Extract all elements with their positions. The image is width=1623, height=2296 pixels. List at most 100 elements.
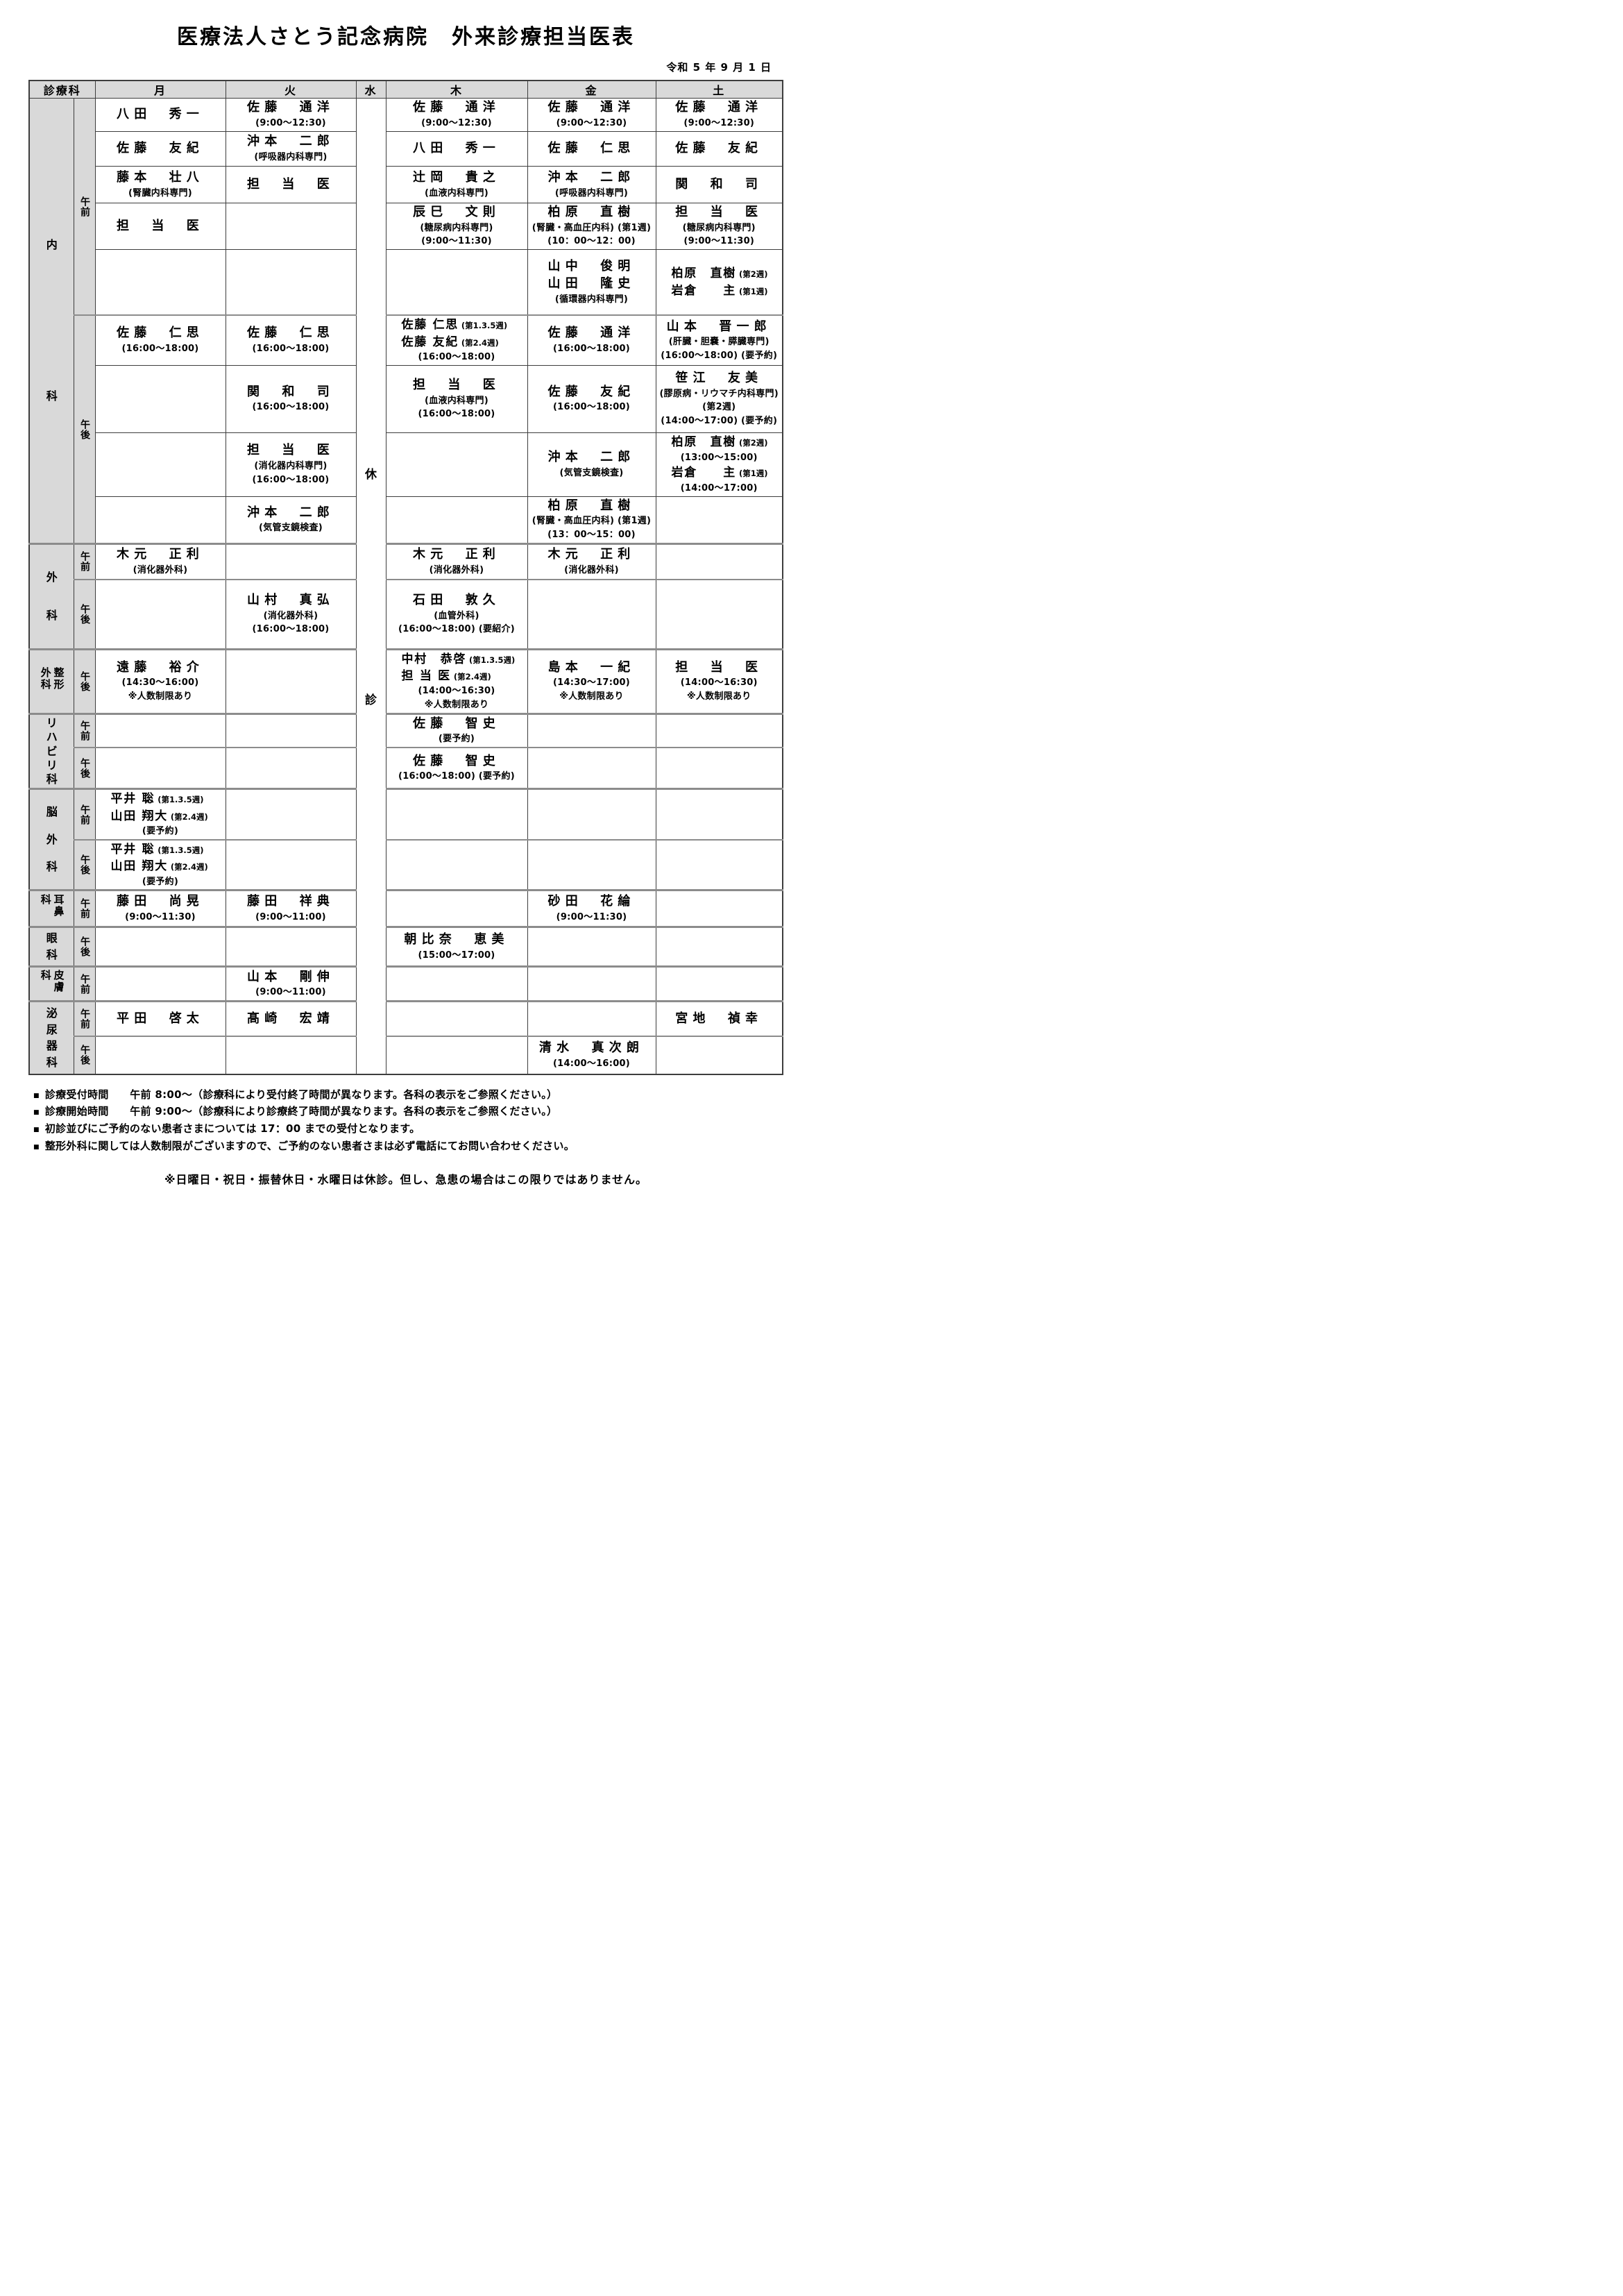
doctor-name: 八田 秀一	[117, 107, 204, 122]
schedule-cell: 沖本 二郎 (呼吸器内科専門)	[225, 131, 357, 167]
doctor-name: 佐藤 通洋	[547, 100, 636, 115]
doctor-line: 笹江 友美	[675, 371, 763, 386]
doctor-name: 佐藤 通洋	[675, 100, 763, 115]
doctor-line: 平田 啓太	[117, 1011, 204, 1027]
schedule-cell: 藤田 祥典 (9:00～11:00)	[225, 889, 357, 928]
doctor-line: 岩倉 主 (第1週)	[659, 466, 768, 480]
note-item: ■ 整形外科に関しては人数制限がございますので、ご予約のない患者さまは必ず電話にて…	[33, 1138, 812, 1155]
doctor-line: 山本 晋一郎	[667, 319, 772, 335]
schedule-cell	[527, 926, 656, 968]
week-note: (第1.3.5週)	[458, 321, 508, 331]
period-text: 午前	[78, 196, 90, 217]
time-note: (16:00～18:00) (要紹介)	[398, 624, 515, 635]
time-note: (16:00～18:00)	[418, 409, 495, 420]
wednesday-closed-cell: 休診	[355, 97, 386, 1075]
doctor-name: 中村 恭啓	[401, 652, 466, 666]
schedule-cell	[385, 965, 528, 1002]
doctor-name: 八田 秀一	[413, 141, 500, 156]
time-note: ※人数制限あり	[424, 700, 489, 711]
time-note: (糖尿病内科専門)	[420, 222, 493, 233]
schedule-cell: 佐藤 友紀	[655, 131, 783, 167]
doctor-name: 辻岡 貴之	[413, 169, 500, 185]
doctor-name: 宮地 禎幸	[675, 1011, 763, 1026]
doctor-name: 佐藤 通洋	[413, 100, 500, 115]
week-note: (第1.3.5週)	[466, 655, 516, 665]
doctor-name: 担 当 医	[401, 669, 451, 684]
doctor-line: 沖本 二郎	[247, 135, 334, 149]
time-note: (13：00～15：00)	[547, 530, 636, 541]
period-text: 午前	[78, 973, 90, 995]
schedule-cell: 藤田 尚晃 (9:00～11:30)	[94, 889, 226, 928]
column-header: 木	[385, 80, 528, 99]
schedule-cell: 佐藤 友紀 (16:00～18:00)	[527, 364, 656, 433]
schedule-header: 診療科月火水木金土	[28, 80, 783, 99]
time-note: (16:00～18:00)	[121, 344, 199, 355]
dept-name-char: 科	[46, 1055, 58, 1069]
schedule-cell	[94, 712, 226, 748]
dept-name-char: 器	[46, 1039, 58, 1053]
doctor-line: 関 和 司	[247, 385, 334, 400]
period-label: 午後	[74, 746, 96, 790]
dept-name-char: 科	[46, 773, 58, 786]
period-label: 午後	[74, 926, 96, 968]
doctor-line: 木元 正利	[413, 547, 500, 562]
schedule-cell: 平田 啓太	[94, 1000, 226, 1037]
doctor-line: 担 当 医	[675, 205, 763, 220]
doctor-line: 関 和 司	[675, 177, 763, 192]
schedule-cell: 柏原 直樹 (第2週) 岩倉 主 (第1週)	[655, 248, 783, 316]
schedule-cell: 担 当 医 (血液内科専門) (16:00～18:00)	[385, 364, 528, 433]
schedule-cell	[527, 1000, 656, 1037]
doctor-line: 佐藤 通洋	[675, 101, 763, 115]
doctor-name: 佐藤 通洋	[247, 100, 334, 115]
doctor-line: 山田 隆史	[548, 276, 636, 292]
time-note: (消化器外科)	[263, 610, 318, 621]
period-text: 午後	[78, 603, 90, 625]
doctor-name: 岩倉 主	[671, 283, 736, 298]
doctor-name: 平井 聡	[110, 842, 155, 856]
dept-name-char: 外	[46, 570, 58, 584]
schedule-cell: 木元 正利 (消化器外科)	[527, 542, 656, 580]
schedule-cell: 佐藤 仁思	[527, 131, 656, 167]
doctor-name: 柏原 直樹	[547, 205, 636, 219]
doctor-name: 担 当 医	[117, 218, 204, 233]
doctor-name: 佐藤 智史	[413, 753, 500, 768]
schedule-cell	[385, 496, 528, 544]
time-note: (消化器内科専門)	[254, 461, 328, 471]
doctor-line: 佐藤 通洋	[247, 101, 334, 115]
time-note: (要予約)	[142, 876, 179, 887]
dept-name: 耳鼻科	[39, 894, 65, 918]
schedule-cell: 沖本 二郎 (気管支鏡検査)	[527, 432, 656, 497]
schedule-cell: 沖本 二郎 (気管支鏡検査)	[225, 496, 357, 544]
time-note: (呼吸器内科専門)	[254, 152, 328, 163]
doctor-name: 山田 翔大	[110, 809, 168, 823]
dept-name-char: 科	[46, 860, 58, 874]
schedule-cell	[385, 889, 528, 928]
doctor-name: 担 当 医	[247, 443, 334, 458]
time-note: (16:00～18:00)	[252, 474, 330, 485]
doctor-name: 島本 一紀	[547, 659, 636, 675]
schedule-cell	[94, 1035, 226, 1075]
time-note: (9:00～11:30)	[556, 911, 627, 922]
doctor-name: 佐藤 友紀	[117, 141, 204, 156]
note-text: 診療受付時間 午前 8:00～（診療科により受付終了時間が異なります。各科の表示…	[44, 1088, 558, 1101]
time-note: (16:00～18:00)	[552, 402, 631, 413]
schedule-cell	[385, 1035, 528, 1075]
doctor-name: 担 当 医	[413, 377, 500, 392]
time-note: (9:00～11:00)	[255, 987, 326, 998]
time-note: (9:00～12:30)	[683, 118, 755, 129]
period-text: 午前	[78, 898, 90, 920]
week-note: (第1.3.5週)	[155, 845, 204, 855]
dept-name-char: 内	[46, 237, 58, 251]
period-label: 午後	[74, 648, 96, 714]
schedule-cell: 佐藤 仁思 (16:00～18:00)	[94, 314, 226, 366]
time-note: (16:00～18:00)	[418, 352, 495, 363]
schedule-cell	[655, 889, 783, 928]
schedule-cell: 担 当 医	[94, 203, 226, 250]
note-item: ■ 診療開始時間 午前 9:00～（診療科により診療終了時間が異なります。各科の表…	[33, 1103, 812, 1120]
doctor-name: 山村 真弘	[247, 592, 334, 607]
schedule-cell: 宮地 禎幸	[655, 1000, 783, 1037]
schedule-cell: 島本 一紀 (14:30～17:00) ※人数制限あり	[527, 648, 656, 714]
period-label: 午前	[74, 98, 96, 316]
schedule-cell	[655, 579, 783, 650]
time-note: (15:00～17:00)	[418, 949, 495, 961]
